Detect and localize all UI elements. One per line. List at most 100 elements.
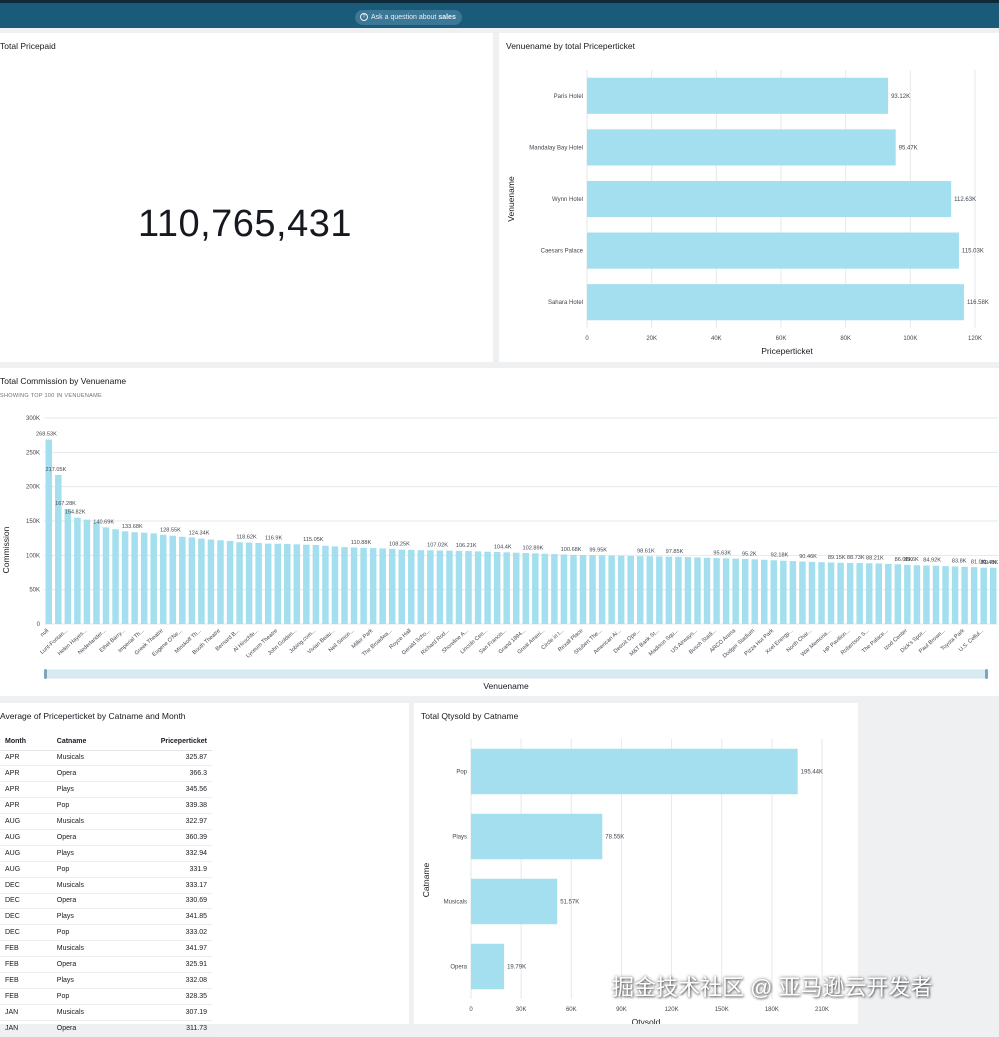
bar [923, 565, 930, 624]
month-cell: DEC [0, 893, 52, 910]
table-row[interactable]: AUG Plays 332.94 [0, 845, 212, 862]
data-label: 84.92K [923, 558, 941, 564]
table-row[interactable]: AUG Opera 360.39 [0, 829, 212, 846]
commission-bar-chart: 0 50K 100K 150K 200K 250K 300K 268.53K 217.05K 16… [1, 416, 998, 691]
table-row[interactable]: JAN Musicals 307.19 [0, 1004, 212, 1021]
bar [198, 538, 205, 624]
ask-question-button[interactable]: ? Ask a question about sales [355, 10, 462, 25]
scrollbar-handle-left[interactable] [44, 669, 47, 679]
data-label: 116.9K [265, 536, 283, 542]
catname-cell: Musicals [51, 877, 118, 894]
table-row[interactable]: DEC Opera 330.69 [0, 893, 212, 910]
qty-chart-panel[interactable]: Total Qtysold by Catname 0 30K 60K 90K 120K 1… [414, 703, 858, 1024]
priceperticket-cell: 345.56 [117, 781, 212, 799]
data-label: 95.47K [899, 145, 918, 151]
bar [83, 519, 91, 624]
bar [236, 542, 243, 624]
table-row[interactable]: APR Plays 345.56 [0, 781, 212, 799]
data-label: 167.28K [55, 501, 76, 507]
bar [732, 558, 739, 624]
month-cell: FEB [0, 956, 52, 973]
bar [331, 546, 339, 624]
y-axis-title: Venuename [506, 176, 516, 222]
data-label: 99.95K [589, 547, 607, 553]
catname-cell: Musicals [51, 1004, 118, 1021]
bar [675, 556, 682, 624]
bar [770, 560, 778, 624]
catname-cell: Opera [51, 893, 118, 910]
x-tick-label: 210K [815, 1007, 829, 1013]
data-label: 97.85K [666, 549, 684, 555]
bar [637, 556, 644, 624]
catname-cell: Opera [51, 956, 118, 973]
table-row[interactable]: FEB Opera 325.91 [0, 956, 212, 973]
bar [264, 543, 272, 624]
scrollbar-handle-right[interactable] [985, 669, 988, 679]
bar [131, 532, 138, 624]
table-row[interactable]: JAN Opera 311.73 [0, 1020, 212, 1037]
table-row[interactable]: AUG Pop 331.9 [0, 861, 212, 878]
priceperticket-cell: 360.39 [117, 829, 212, 846]
table-row[interactable]: APR Musicals 325.87 [0, 750, 212, 767]
bar [274, 543, 281, 624]
horizontal-scrollbar[interactable] [43, 669, 989, 679]
data-label: 154.82K [65, 510, 86, 516]
table-row[interactable]: FEB Plays 332.08 [0, 972, 212, 989]
bar [598, 555, 606, 624]
bar [694, 557, 701, 624]
table-row[interactable]: APR Pop 339.38 [0, 797, 212, 815]
priceperticket-cell: 311.73 [117, 1020, 212, 1037]
ask-question-prefix: Ask a question about [371, 14, 439, 21]
bar [427, 550, 434, 624]
bar [951, 566, 959, 624]
data-label: 81.48K [980, 560, 998, 566]
column-header-catname[interactable]: Catname [51, 733, 118, 751]
bar [503, 552, 510, 624]
bar [398, 549, 405, 624]
month-cell: DEC [0, 924, 52, 942]
bar [284, 544, 291, 624]
bar [45, 439, 53, 624]
data-label: 106.21K [456, 543, 477, 549]
category-label: Mandalay Bay Hotel [529, 145, 583, 151]
bar [160, 534, 167, 624]
commission-chart-panel[interactable]: Total Commission by Venuename SHOWING TO… [0, 368, 999, 696]
data-label: 115.03K [962, 249, 984, 255]
bar [188, 537, 196, 624]
y-tick-label: 200K [26, 485, 40, 491]
data-label: 116.58K [967, 300, 989, 306]
priceperticket-cell: 330.69 [117, 893, 212, 910]
bar [484, 551, 491, 624]
priceperticket-cell: 325.87 [117, 750, 212, 767]
x-tick-label: 30K [516, 1007, 527, 1013]
bar [350, 547, 358, 624]
bar [522, 552, 530, 624]
month-cell: JAN [0, 1004, 52, 1021]
table-row[interactable]: DEC Musicals 333.17 [0, 877, 212, 894]
x-tick-label: 120K [968, 336, 982, 342]
column-header-priceperticket[interactable]: Priceperticket [117, 733, 212, 751]
column-header-month[interactable]: Month [0, 733, 52, 751]
x-tick-label: 60K [566, 1007, 577, 1013]
table-row[interactable]: AUG Musicals 322.97 [0, 813, 212, 830]
table-row[interactable]: DEC Pop 333.02 [0, 924, 212, 942]
data-label: 88.73K [847, 555, 865, 561]
kpi-panel[interactable]: Total Pricepaid 110,765,431 [0, 33, 493, 362]
bar [627, 555, 634, 624]
bar [312, 544, 320, 624]
table-row[interactable]: FEB Pop 328.35 [0, 988, 212, 1005]
month-cell: FEB [0, 940, 52, 958]
table-row[interactable]: FEB Musicals 341.97 [0, 940, 212, 958]
data-label: 100.68K [561, 547, 582, 553]
bar [471, 878, 558, 925]
table-row[interactable]: DEC Plays 341.85 [0, 908, 212, 926]
category-label: Caesars Palace [541, 249, 584, 255]
table-row[interactable]: APR Opera 366.3 [0, 765, 212, 783]
pivot-table-panel[interactable]: Average of Priceperticket by Catname and… [0, 703, 409, 1037]
venue-chart-panel[interactable]: Venuename by total Priceperticket 0 20K 40… [499, 33, 999, 362]
bar [560, 554, 568, 624]
data-label: 81.0K [971, 560, 986, 566]
priceperticket-cell: 331.9 [117, 861, 212, 878]
x-tick-label: 60K [776, 336, 787, 342]
data-label: 133.68K [122, 524, 143, 530]
